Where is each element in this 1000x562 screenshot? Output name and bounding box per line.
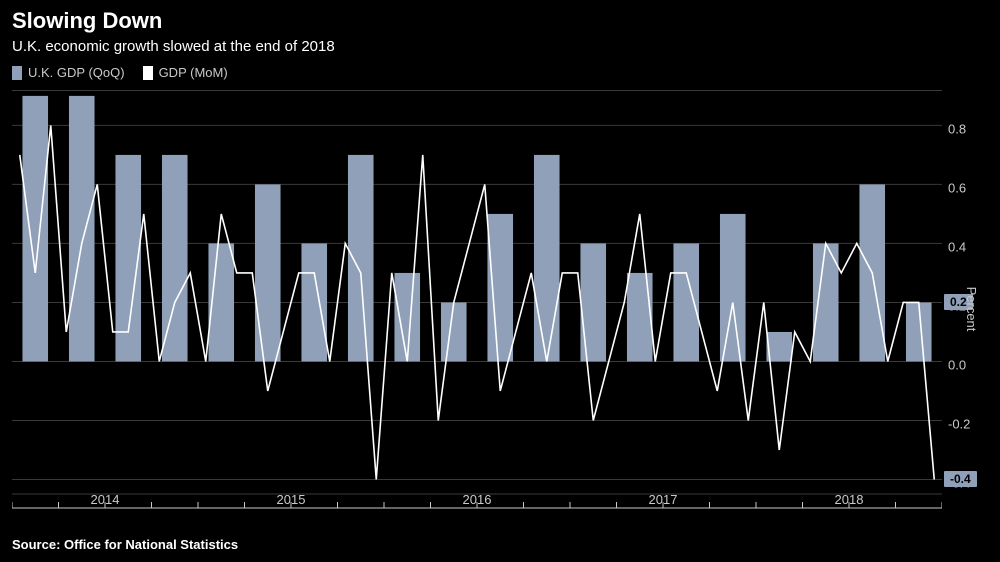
x-tick-label: 2015 xyxy=(277,492,306,507)
source-label: Source: Office for National Statistics xyxy=(12,537,238,552)
x-tick-label: 2014 xyxy=(91,492,120,507)
legend-label-qoq: U.K. GDP (QoQ) xyxy=(28,65,125,80)
chart-container: Slowing Down U.K. economic growth slowed… xyxy=(0,0,1000,562)
x-tick-label: 2016 xyxy=(463,492,492,507)
plot-area: -0.4-0.20.00.20.40.60.820142015201620172… xyxy=(12,90,942,509)
chart-legend: U.K. GDP (QoQ) GDP (MoM) xyxy=(12,65,988,80)
y-tick-label: 0.4 xyxy=(948,240,966,255)
chart-svg xyxy=(12,90,942,509)
chart-subtitle: U.K. economic growth slowed at the end o… xyxy=(12,38,988,55)
legend-swatch-bar xyxy=(12,66,22,80)
y-tick-label: 0.6 xyxy=(948,181,966,196)
legend-item-qoq: U.K. GDP (QoQ) xyxy=(12,65,125,80)
y-tick-label: -0.2 xyxy=(948,417,970,432)
x-tick-label: 2018 xyxy=(835,492,864,507)
y-tick-label: 0.0 xyxy=(948,358,966,373)
chart-footer: Source: Office for National Statistics xyxy=(0,531,1000,562)
y-tick-label: 0.8 xyxy=(948,122,966,137)
chart-header: Slowing Down U.K. economic growth slowed… xyxy=(0,0,1000,86)
value-callout: -0.4 xyxy=(944,471,977,487)
chart-title: Slowing Down xyxy=(12,8,988,34)
legend-label-mom: GDP (MoM) xyxy=(159,65,228,80)
y-axis-title: Percent xyxy=(964,286,979,331)
legend-swatch-line xyxy=(143,66,153,80)
chart-plot-wrap: -0.4-0.20.00.20.40.60.820142015201620172… xyxy=(0,86,1000,531)
legend-item-mom: GDP (MoM) xyxy=(143,65,228,80)
x-tick-label: 2017 xyxy=(649,492,678,507)
